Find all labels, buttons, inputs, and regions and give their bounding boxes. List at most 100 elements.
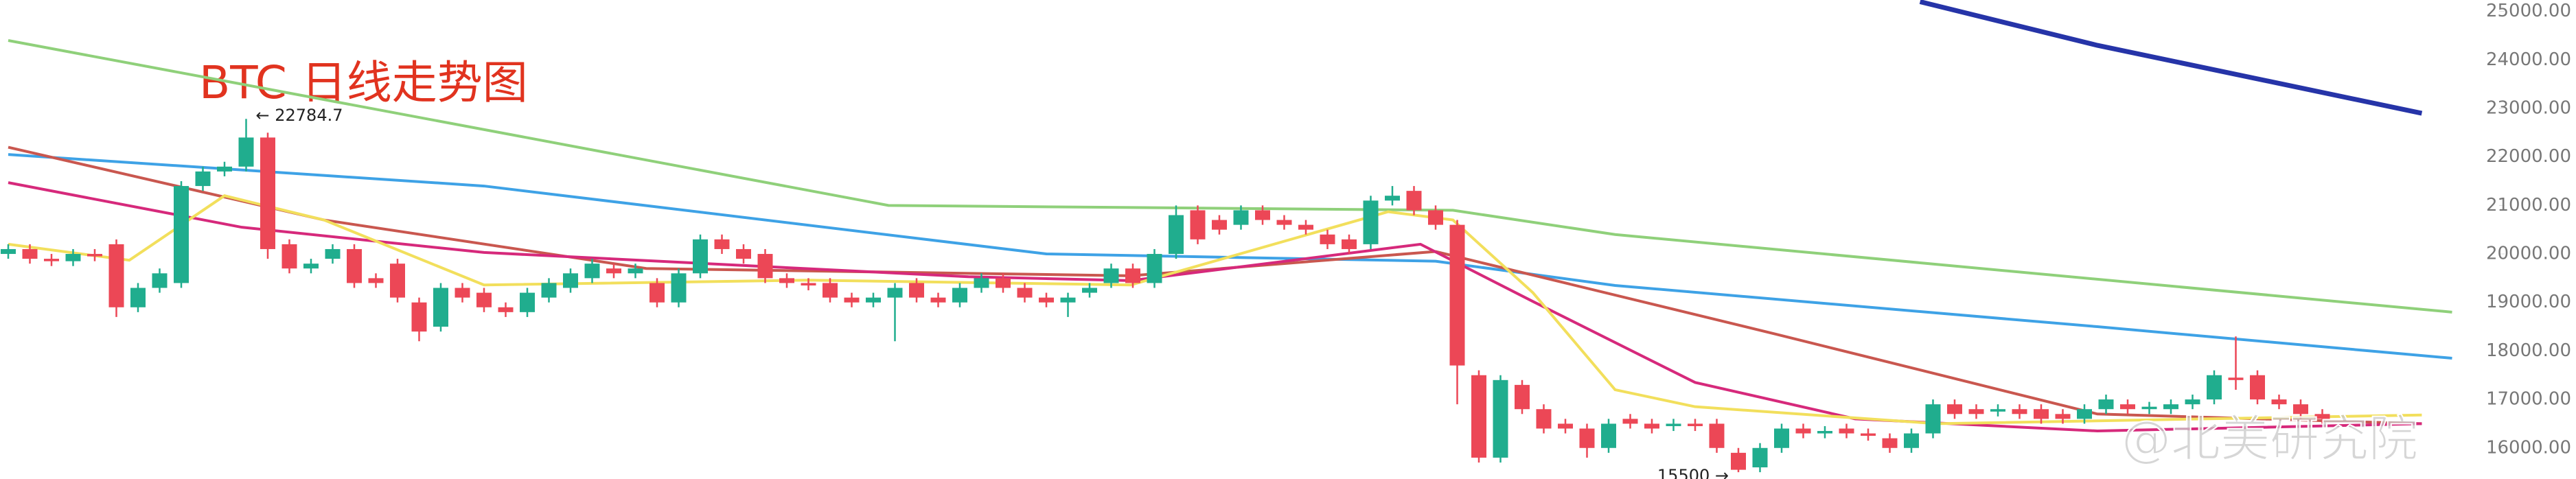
candle-body	[2314, 414, 2330, 419]
candle-body	[1428, 210, 1443, 225]
moving-average-line	[8, 153, 2452, 360]
candle-body	[2120, 404, 2135, 410]
candle-body	[368, 278, 384, 283]
candle-body	[952, 288, 967, 303]
candle-body	[1298, 224, 1313, 230]
candle-body	[628, 268, 643, 274]
candle-body	[2250, 375, 2265, 400]
candle-body	[1536, 409, 1552, 429]
candle-body	[325, 248, 341, 259]
candle-body	[1558, 423, 1573, 429]
candle-body	[1385, 196, 1400, 201]
candle-body	[563, 273, 578, 288]
candle-body	[347, 248, 362, 283]
candle-body	[1147, 254, 1162, 283]
candle-body	[693, 239, 708, 274]
candle-body	[541, 283, 557, 298]
y-tick-label: 21000.00	[2486, 195, 2571, 215]
candle-body	[1190, 210, 1206, 240]
candle-body	[260, 137, 275, 249]
candle-body	[2012, 409, 2027, 414]
candle-body	[2034, 409, 2049, 419]
candle-body	[108, 244, 124, 307]
moving-average-line	[8, 181, 2422, 433]
y-tick-label: 25000.00	[2486, 1, 2571, 21]
candle-body	[1688, 423, 1703, 426]
candle-body	[1579, 428, 1595, 448]
candle-body	[455, 288, 470, 298]
candle-body	[2098, 399, 2114, 410]
candle-body	[195, 171, 211, 187]
candle-body	[1, 248, 16, 255]
candle-body	[1817, 431, 1832, 434]
candle-body	[1709, 423, 1725, 448]
candle-body	[996, 278, 1011, 288]
y-tick-label: 24000.00	[2486, 49, 2571, 70]
chart-title: BTC 日线走势图	[199, 56, 528, 109]
candle-body	[1471, 375, 1486, 458]
candle-body	[2207, 375, 2222, 400]
candle-body	[930, 297, 946, 303]
y-tick-label: 17000.00	[2486, 389, 2571, 410]
candle-body	[87, 254, 102, 257]
candle-body	[1601, 423, 1616, 448]
candle-body	[1082, 288, 1097, 293]
candle-body	[1276, 220, 1292, 225]
candle-body	[1861, 433, 1876, 436]
candle-body	[1406, 191, 1422, 211]
candle-body	[2293, 404, 2308, 414]
candle-body	[281, 244, 297, 269]
candle-body	[152, 273, 168, 288]
candle-body	[1125, 268, 1140, 283]
annotation: 15500 →	[1657, 466, 1729, 479]
moving-average-line	[8, 145, 2422, 425]
candle-body	[217, 166, 232, 172]
y-tick-label: 23000.00	[2486, 97, 2571, 118]
moving-average-line	[8, 39, 2452, 314]
candle-body	[801, 283, 816, 285]
candle-body	[1169, 215, 1184, 255]
candle-body	[1968, 409, 1984, 414]
candle-body	[1212, 220, 1227, 230]
candle-body	[433, 288, 448, 327]
candle-body	[22, 248, 38, 259]
candle-body	[2077, 409, 2092, 419]
candle-body	[130, 288, 146, 307]
candle-body	[1795, 428, 1811, 434]
watermark: @北美研究院	[2121, 410, 2418, 468]
candle-body	[1039, 297, 1054, 303]
candle-body	[844, 297, 860, 303]
candle-body	[974, 278, 989, 288]
candle-body	[520, 292, 535, 312]
candle-body	[1666, 423, 1681, 426]
candle-body	[1320, 234, 1335, 244]
candle-body	[1947, 404, 1962, 414]
candle-body	[44, 259, 59, 261]
candle-body	[1342, 239, 1357, 249]
candle-body	[1925, 404, 1941, 434]
candle-body	[584, 264, 600, 279]
candle-body	[671, 273, 687, 303]
y-tick-label: 16000.00	[2486, 437, 2571, 458]
moving-average-line	[8, 194, 2422, 425]
candle-body	[1904, 433, 1919, 448]
candle-body	[476, 292, 492, 307]
candle-body	[909, 283, 924, 298]
candle-body	[2163, 404, 2178, 410]
candle-body	[1731, 452, 1746, 470]
candle-body	[238, 137, 254, 167]
candle-body	[1882, 438, 1898, 448]
candle-body	[1644, 423, 1659, 429]
moving-average-line	[1919, 0, 2423, 116]
candle-body	[606, 268, 621, 274]
candle-body	[1515, 384, 1530, 410]
candle-body	[887, 288, 903, 298]
candle-body	[303, 264, 319, 269]
candle-body	[866, 297, 881, 303]
candle-body	[1233, 210, 1249, 225]
candle-body	[498, 307, 514, 312]
candle-body	[649, 283, 665, 303]
candle-body	[2228, 377, 2244, 380]
candle-body	[2141, 406, 2157, 410]
y-tick-label: 19000.00	[2486, 292, 2571, 312]
